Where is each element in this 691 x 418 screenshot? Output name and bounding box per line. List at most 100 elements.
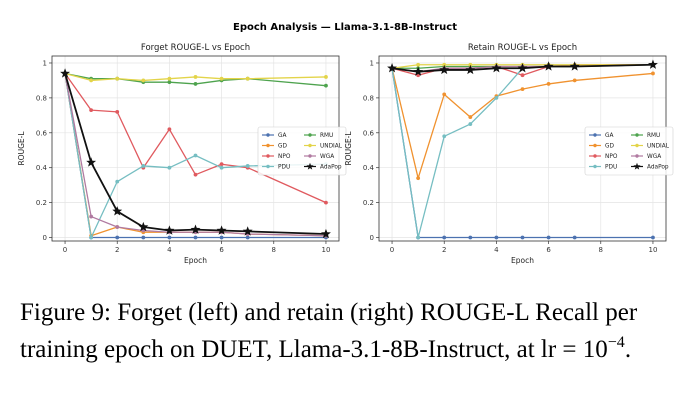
data-point-pdu <box>219 165 224 170</box>
data-point-wga <box>89 214 94 219</box>
x-tick-label: 6 <box>219 246 224 254</box>
chart-title: Retain ROUGE-L vs Epoch <box>468 43 577 53</box>
data-point-rmu <box>324 83 328 88</box>
legend-label-ga: GA <box>278 133 286 139</box>
data-point-adapop <box>138 221 149 232</box>
legend-label-wga: WGA <box>320 154 334 160</box>
data-point-ga <box>546 235 551 240</box>
data-point-adapop <box>517 63 528 73</box>
legend-label-pdu: PDU <box>605 165 617 171</box>
data-point-ga <box>245 235 250 240</box>
figure: Epoch Analysis — Llama-3.1-8B-Instruct F… <box>17 22 674 265</box>
data-point-ga <box>115 235 120 240</box>
x-tick-label: 10 <box>321 246 330 254</box>
legend-label-rmu: RMU <box>320 133 333 139</box>
data-point-pdu <box>245 164 250 168</box>
data-point-pdu <box>468 122 473 126</box>
data-point-adapop <box>439 64 450 75</box>
y-tick-label: 1 <box>370 59 374 67</box>
legend-marker-undial <box>635 143 639 148</box>
chart-title: Forget ROUGE-L vs Epoch <box>141 43 250 53</box>
legend-marker-wga <box>308 154 312 158</box>
y-tick-label: 0.2 <box>36 199 47 207</box>
figure-suptitle: Epoch Analysis — Llama-3.1-8B-Instruct <box>233 22 457 33</box>
legend-marker-ga <box>593 133 597 137</box>
legend-label-adapop: AdaPop <box>647 165 669 171</box>
data-point-gd <box>546 82 551 86</box>
data-point-rmu <box>193 82 198 86</box>
data-point-ga <box>468 235 473 240</box>
data-point-undial <box>442 62 447 67</box>
legend-label-wga: WGA <box>647 154 661 160</box>
y-tick-label: 0.2 <box>363 199 374 207</box>
data-point-adapop <box>569 61 580 71</box>
caption-end: . <box>624 336 632 363</box>
data-point-undial <box>468 62 473 67</box>
caption-exponent: −4 <box>607 334 625 351</box>
data-point-npo <box>167 127 172 132</box>
data-point-undial <box>193 75 198 79</box>
x-tick-label: 0 <box>63 246 67 254</box>
data-point-undial <box>245 76 250 81</box>
chart-legend: GA GD NPO PDU RMU UNDIAL WGA AdaPop <box>257 126 347 176</box>
data-point-undial <box>141 78 146 83</box>
data-point-adapop <box>112 206 123 216</box>
data-point-adapop <box>216 225 227 235</box>
data-point-pdu <box>494 95 499 100</box>
y-tick-label: 0.8 <box>36 94 47 102</box>
data-point-gd <box>651 71 655 76</box>
data-point-ga <box>442 235 447 240</box>
data-point-pdu <box>167 165 172 170</box>
legend-marker-wga <box>635 154 639 158</box>
data-point-pdu <box>141 164 146 168</box>
legend-marker-gd <box>593 143 597 148</box>
data-point-adapop <box>60 68 70 78</box>
data-point-ga <box>494 235 499 240</box>
y-tick-label: 0.6 <box>36 129 48 137</box>
x-tick-label: 6 <box>546 246 551 254</box>
data-point-adapop <box>648 59 658 69</box>
legend-label-rmu: RMU <box>647 133 660 139</box>
x-axis-label: Epoch <box>184 256 207 265</box>
legend-label-gd: GD <box>278 144 287 150</box>
x-tick-label: 2 <box>442 246 446 254</box>
data-point-gd <box>468 115 473 119</box>
data-point-adapop <box>387 63 397 73</box>
data-point-adapop <box>86 157 97 167</box>
legend-marker-pdu <box>266 164 270 169</box>
legend-marker-gd <box>266 143 270 148</box>
data-point-gd <box>520 87 525 92</box>
y-axis-label: ROUGE-L <box>17 131 26 166</box>
y-tick-label: 1 <box>43 59 47 67</box>
legend-marker-npo <box>593 154 597 158</box>
x-tick-label: 10 <box>648 246 657 254</box>
caption-text: Figure 9: Forget (left) and retain (righ… <box>20 299 638 363</box>
data-point-undial <box>115 76 120 81</box>
legend-label-undial: UNDIAL <box>647 144 670 150</box>
legend-label-npo: NPO <box>278 154 291 160</box>
y-tick-label: 0.4 <box>363 164 375 172</box>
data-point-undial <box>324 75 328 79</box>
x-tick-label: 0 <box>390 246 394 254</box>
data-point-gd <box>442 92 447 97</box>
data-point-pdu <box>89 235 94 240</box>
data-point-adapop <box>164 225 175 235</box>
legend-marker-adapop <box>306 162 314 170</box>
data-point-adapop <box>413 66 424 76</box>
chart-legend: GA GD NPO PDU RMU UNDIAL WGA AdaPop <box>584 126 674 176</box>
data-point-ga <box>651 235 655 240</box>
data-point-rmu <box>167 80 172 85</box>
legend-marker-npo <box>266 154 270 158</box>
legend-marker-pdu <box>593 164 597 169</box>
y-tick-label: 0.6 <box>363 129 375 137</box>
x-tick-label: 2 <box>115 246 119 254</box>
data-point-adapop <box>465 64 476 75</box>
data-point-npo <box>115 109 120 114</box>
data-point-adapop <box>321 228 331 239</box>
data-point-npo <box>324 200 328 205</box>
y-tick-label: 0.8 <box>363 94 374 102</box>
data-point-undial <box>89 78 94 83</box>
data-point-undial <box>219 76 224 81</box>
